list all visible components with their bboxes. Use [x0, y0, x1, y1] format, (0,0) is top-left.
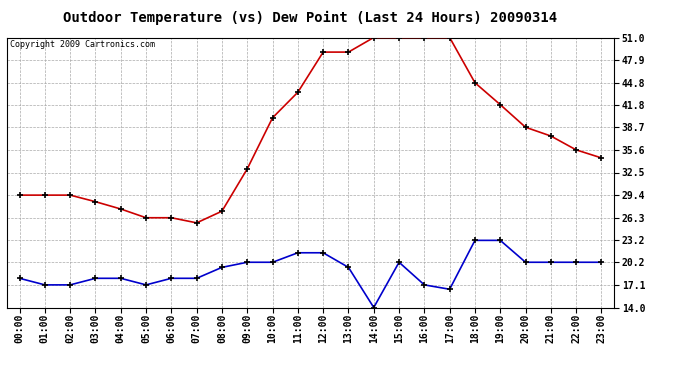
Text: Copyright 2009 Cartronics.com: Copyright 2009 Cartronics.com: [10, 40, 155, 49]
Text: Outdoor Temperature (vs) Dew Point (Last 24 Hours) 20090314: Outdoor Temperature (vs) Dew Point (Last…: [63, 11, 558, 26]
